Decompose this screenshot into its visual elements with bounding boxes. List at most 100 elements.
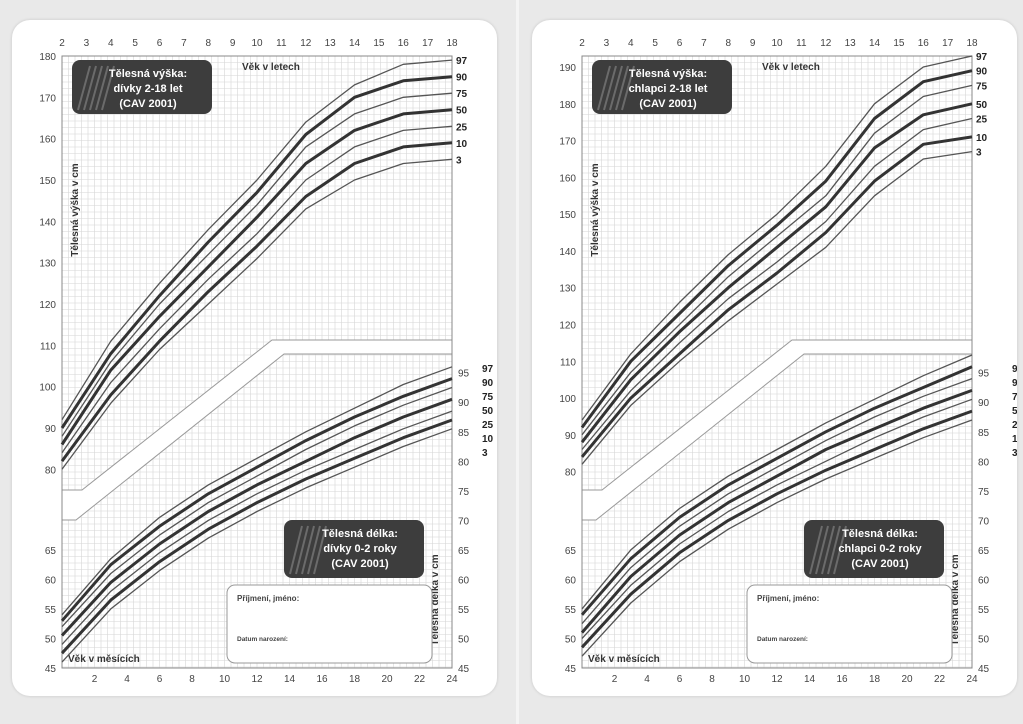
bottom-y-left-tick-label: 50 <box>45 634 57 645</box>
bottom-y-right-tick-label: 95 <box>458 369 470 380</box>
height-percentile-label: 10 <box>456 139 468 150</box>
length-percentile-50-line <box>60 397 453 637</box>
name-entry-box: Příjmení, jméno: Datum narození: <box>746 584 953 664</box>
top-x-tick-label: 15 <box>893 38 905 49</box>
bottom-x-tick-label: 12 <box>251 674 263 685</box>
top-y-tick-label: 130 <box>39 259 56 270</box>
height-percentile-75-line <box>581 84 973 436</box>
top-y-tick-label: 180 <box>559 100 576 111</box>
top-y-tick-label: 90 <box>45 424 57 435</box>
bottom-y-left-tick-label: 45 <box>565 664 577 675</box>
length-percentile-10-line <box>580 409 973 649</box>
bottom-x-tick-label: 12 <box>771 674 783 685</box>
title-hatch <box>809 525 823 575</box>
title-hatch <box>833 525 847 575</box>
top-y-tick-label: 180 <box>39 52 56 63</box>
top-x-tick-label: 6 <box>677 38 683 49</box>
length-percentile-label: 3 <box>482 448 488 459</box>
top-x-tick-label: 16 <box>398 38 410 49</box>
top-x-tick-label: 11 <box>796 38 807 49</box>
length-percentile-label: 75 <box>1012 392 1017 403</box>
dob-label: Datum narození: <box>237 636 288 643</box>
top-x-tick-label: 14 <box>869 38 881 49</box>
height-percentile-label: 3 <box>976 148 982 159</box>
top-y-tick-label: 90 <box>565 431 577 442</box>
bottom-y-right-tick-label: 50 <box>978 634 990 645</box>
top-chart-title-line: Tělesná výška: <box>109 68 187 80</box>
height-curves <box>580 55 973 465</box>
bottom-x-tick-label: 4 <box>124 674 130 685</box>
bottom-x-tick-label: 20 <box>901 674 913 685</box>
height-percentile-label: 50 <box>976 100 988 111</box>
bottom-axis-label: Věk v měsících <box>588 654 660 665</box>
bottom-y-right-tick-label: 90 <box>978 398 990 409</box>
bottom-x-tick-label: 10 <box>739 674 751 685</box>
length-percentile-25-line <box>61 410 453 645</box>
length-percentile-label: 50 <box>1012 406 1017 417</box>
length-percentile-label: 97 <box>482 364 494 375</box>
top-y-tick-label: 150 <box>39 176 56 187</box>
length-curves <box>60 366 453 663</box>
length-percentile-97-line <box>61 366 453 616</box>
top-x-tick-label: 9 <box>750 38 756 49</box>
left-axis-label: Tělesná výška v cm <box>590 163 601 257</box>
height-percentile-label: 50 <box>456 106 468 117</box>
bottom-y-right-tick-label: 80 <box>978 457 990 468</box>
bottom-x-tick-label: 20 <box>381 674 393 685</box>
top-y-tick-label: 140 <box>39 217 56 228</box>
top-x-tick-label: 17 <box>422 38 434 49</box>
height-percentile-10-line <box>580 135 973 458</box>
name-entry-box: Příjmení, jméno: Datum narození: <box>226 584 433 664</box>
length-percentile-75-line <box>61 386 453 628</box>
top-chart-title-line: (CAV 2001) <box>119 98 177 110</box>
height-percentile-label: 97 <box>976 52 988 63</box>
bottom-y-left-tick-label: 60 <box>565 575 577 586</box>
length-percentile-label: 75 <box>482 392 494 403</box>
height-percentile-label: 3 <box>456 155 462 166</box>
bottom-x-tick-label: 22 <box>934 674 946 685</box>
length-percentile-10-line <box>60 418 453 655</box>
title-hatch <box>609 65 623 111</box>
length-percentile-label: 97 <box>1012 364 1017 375</box>
bottom-chart-title-bg <box>804 520 944 578</box>
length-percentile-label: 25 <box>1012 420 1017 431</box>
top-y-tick-label: 140 <box>559 247 576 258</box>
length-percentile-50-line <box>580 388 973 634</box>
height-percentile-10-line <box>60 141 453 462</box>
top-y-tick-label: 190 <box>559 63 576 74</box>
height-curves <box>60 59 453 470</box>
right-axis-label: Tělesná délka v cm <box>950 554 961 645</box>
bottom-x-tick-label: 2 <box>612 674 618 685</box>
top-chart-title: Tělesná výška: dívky 2-18 let (CAV 2001) <box>72 60 212 114</box>
top-x-tick-label: 12 <box>820 38 832 49</box>
length-percentile-25-line <box>581 398 973 639</box>
title-hatch <box>77 65 91 111</box>
top-x-tick-label: 6 <box>157 38 163 49</box>
bottom-chart-title-bg <box>284 520 424 578</box>
bottom-y-right-tick-label: 60 <box>458 575 470 586</box>
top-y-tick-label: 100 <box>39 383 56 394</box>
height-percentile-25-line <box>581 117 973 450</box>
height-percentile-label: 10 <box>976 133 988 144</box>
height-percentile-75-line <box>61 92 453 437</box>
top-chart-title: Tělesná výška: chlapci 2-18 let (CAV 2001) <box>592 60 732 114</box>
top-x-tick-label: 5 <box>132 38 138 49</box>
height-percentile-label: 90 <box>976 67 988 78</box>
bottom-x-tick-label: 16 <box>316 674 328 685</box>
top-x-tick-label: 17 <box>942 38 954 49</box>
top-x-tick-label: 3 <box>604 38 610 49</box>
bottom-x-tick-label: 8 <box>189 674 195 685</box>
top-chart-title-line: chlapci 2-18 let <box>629 83 708 95</box>
bottom-y-right-tick-label: 70 <box>458 516 470 527</box>
top-x-tick-label: 12 <box>300 38 312 49</box>
height-percentile-label: 25 <box>456 122 468 133</box>
height-percentile-3-line <box>61 158 453 470</box>
title-hatch <box>621 65 635 111</box>
bottom-x-tick-label: 22 <box>414 674 426 685</box>
top-y-tick-label: 150 <box>559 210 576 221</box>
title-hatch <box>615 65 629 111</box>
bottom-x-tick-label: 18 <box>869 674 881 685</box>
length-percentile-label: 90 <box>1012 378 1017 389</box>
top-y-tick-label: 170 <box>559 137 576 148</box>
bottom-chart-title-line: Tělesná délka: <box>322 528 398 540</box>
